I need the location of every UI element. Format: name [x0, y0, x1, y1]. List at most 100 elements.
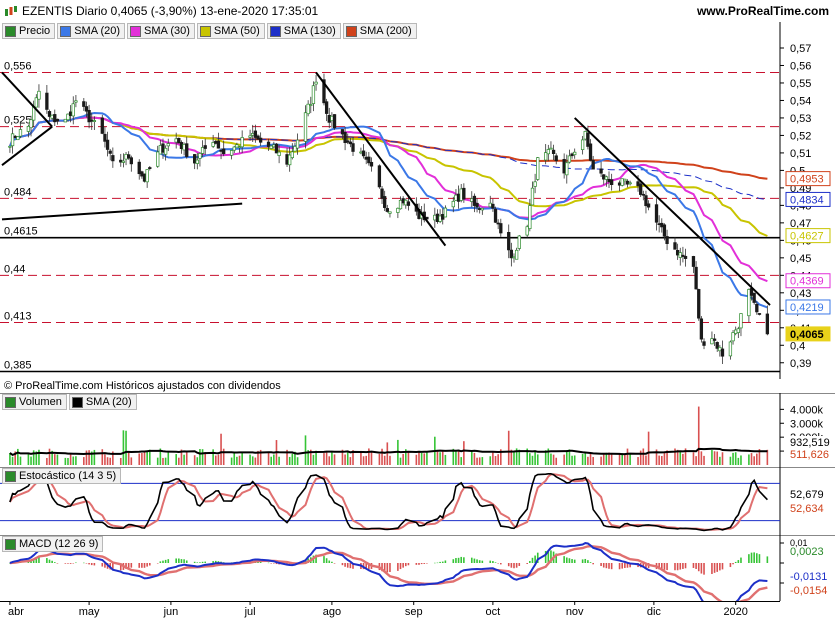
macd-histogram-bar — [204, 561, 207, 563]
macd-histogram-bar — [90, 563, 93, 566]
volume-bar — [341, 449, 344, 465]
macd-histogram-bar — [518, 563, 521, 566]
volume-bar — [692, 452, 695, 465]
candle-body — [567, 155, 572, 163]
candle-body — [636, 181, 640, 187]
macd-histogram-bar — [507, 563, 510, 567]
candle-body — [100, 117, 104, 134]
trendline — [574, 117, 771, 306]
price-legend-item: SMA (50) — [196, 23, 265, 39]
volume-legend: Volumen SMA (20) — [2, 394, 137, 410]
macd-histogram-bar — [146, 563, 148, 567]
macd-histogram-bar — [666, 563, 668, 571]
sma-readout-label: 0,4065 — [790, 329, 824, 341]
volume-bar — [291, 453, 294, 465]
candle-body — [641, 193, 645, 196]
stochastic-legend: Estocástico (14 3 5) — [2, 468, 122, 484]
volume-bar — [740, 455, 742, 465]
candle-body — [433, 214, 437, 221]
volume-bar — [426, 451, 428, 465]
volume-bar — [697, 406, 700, 465]
candle-body — [459, 188, 463, 201]
macd-histogram-bar — [201, 561, 204, 563]
macd-histogram-bar — [259, 561, 262, 563]
candle-body — [441, 213, 445, 220]
macd-readout-label: 0,01 — [790, 538, 808, 548]
candle-body — [438, 215, 442, 222]
candle-body — [499, 223, 503, 234]
candle-body — [108, 150, 112, 154]
macd-histogram-bar — [750, 552, 753, 563]
volume-bar — [679, 452, 682, 465]
volume-bar — [666, 450, 668, 465]
candle-body — [309, 104, 313, 106]
volume-legend-label: Volumen — [19, 396, 62, 408]
macd-histogram-bar — [534, 555, 536, 563]
macd-histogram-bar — [397, 563, 399, 571]
macd-histogram-bar — [381, 563, 383, 572]
macd-histogram-bar — [684, 563, 687, 569]
macd-histogram-bar — [645, 563, 647, 568]
candle-body — [451, 200, 455, 208]
macd-histogram-bar — [713, 563, 716, 573]
candle-body — [179, 142, 184, 149]
volume-bar — [249, 454, 251, 465]
macd-histogram-bar — [555, 553, 558, 563]
level-label: 0,484 — [4, 186, 32, 198]
sma-line — [8, 116, 768, 283]
macd-histogram-bar — [333, 563, 336, 564]
macd-histogram-bar — [193, 561, 196, 563]
macd-histogram-bar — [127, 563, 130, 569]
volume-bar — [513, 450, 515, 465]
candle-body — [340, 129, 345, 135]
candle-body — [177, 137, 181, 144]
candle-body — [385, 208, 389, 212]
macd-histogram-bar — [563, 556, 565, 563]
volume-bar — [587, 456, 589, 465]
candle-body — [237, 146, 242, 148]
candle-body — [731, 332, 735, 342]
volume-bar — [660, 455, 663, 465]
volume-bar — [331, 450, 333, 465]
time-axis: abr may jun jul ago sep oct nov dic 2020 — [0, 601, 835, 620]
volume-bar — [531, 455, 534, 465]
candle-body — [163, 147, 168, 155]
macd-histogram-bar — [621, 563, 624, 569]
candle-body — [156, 151, 160, 167]
macd-histogram-bar — [719, 563, 721, 571]
candle-body — [755, 303, 759, 313]
candle-body — [137, 161, 141, 175]
candle-body — [45, 92, 49, 110]
candle-body — [293, 146, 297, 152]
macd-histogram-bar — [88, 563, 90, 565]
volume-bar — [460, 457, 463, 465]
volume-bar — [642, 448, 645, 465]
macd-histogram-bar — [550, 550, 552, 563]
candle-body — [74, 100, 78, 103]
volume-bar — [164, 457, 167, 465]
macd-histogram-bar — [119, 563, 122, 571]
candle-body — [702, 341, 706, 346]
price-legend-item: SMA (130) — [266, 23, 341, 39]
price-background — [0, 22, 835, 379]
macd-histogram-bar — [325, 558, 328, 563]
volume-bar — [418, 450, 420, 465]
sma-readout-box — [785, 326, 831, 342]
candle-body — [66, 113, 70, 121]
volume-bar — [655, 449, 658, 465]
candle-body — [295, 139, 300, 149]
macd-histogram-bar — [592, 563, 594, 565]
volume-bar — [185, 451, 188, 465]
volume-bar — [563, 454, 565, 465]
candle-body — [536, 157, 540, 180]
volume-bar — [748, 454, 750, 465]
volume-bar — [407, 451, 410, 465]
stochastic-k-line — [9, 473, 768, 532]
volume-bar — [46, 458, 48, 465]
sma-readout-label: 0,4953 — [790, 174, 824, 186]
macd-histogram-bar — [415, 563, 418, 565]
macd-histogram-bar — [436, 562, 439, 564]
macd-histogram-bar — [426, 563, 428, 564]
price-tick-label: 0,4 — [790, 340, 805, 352]
